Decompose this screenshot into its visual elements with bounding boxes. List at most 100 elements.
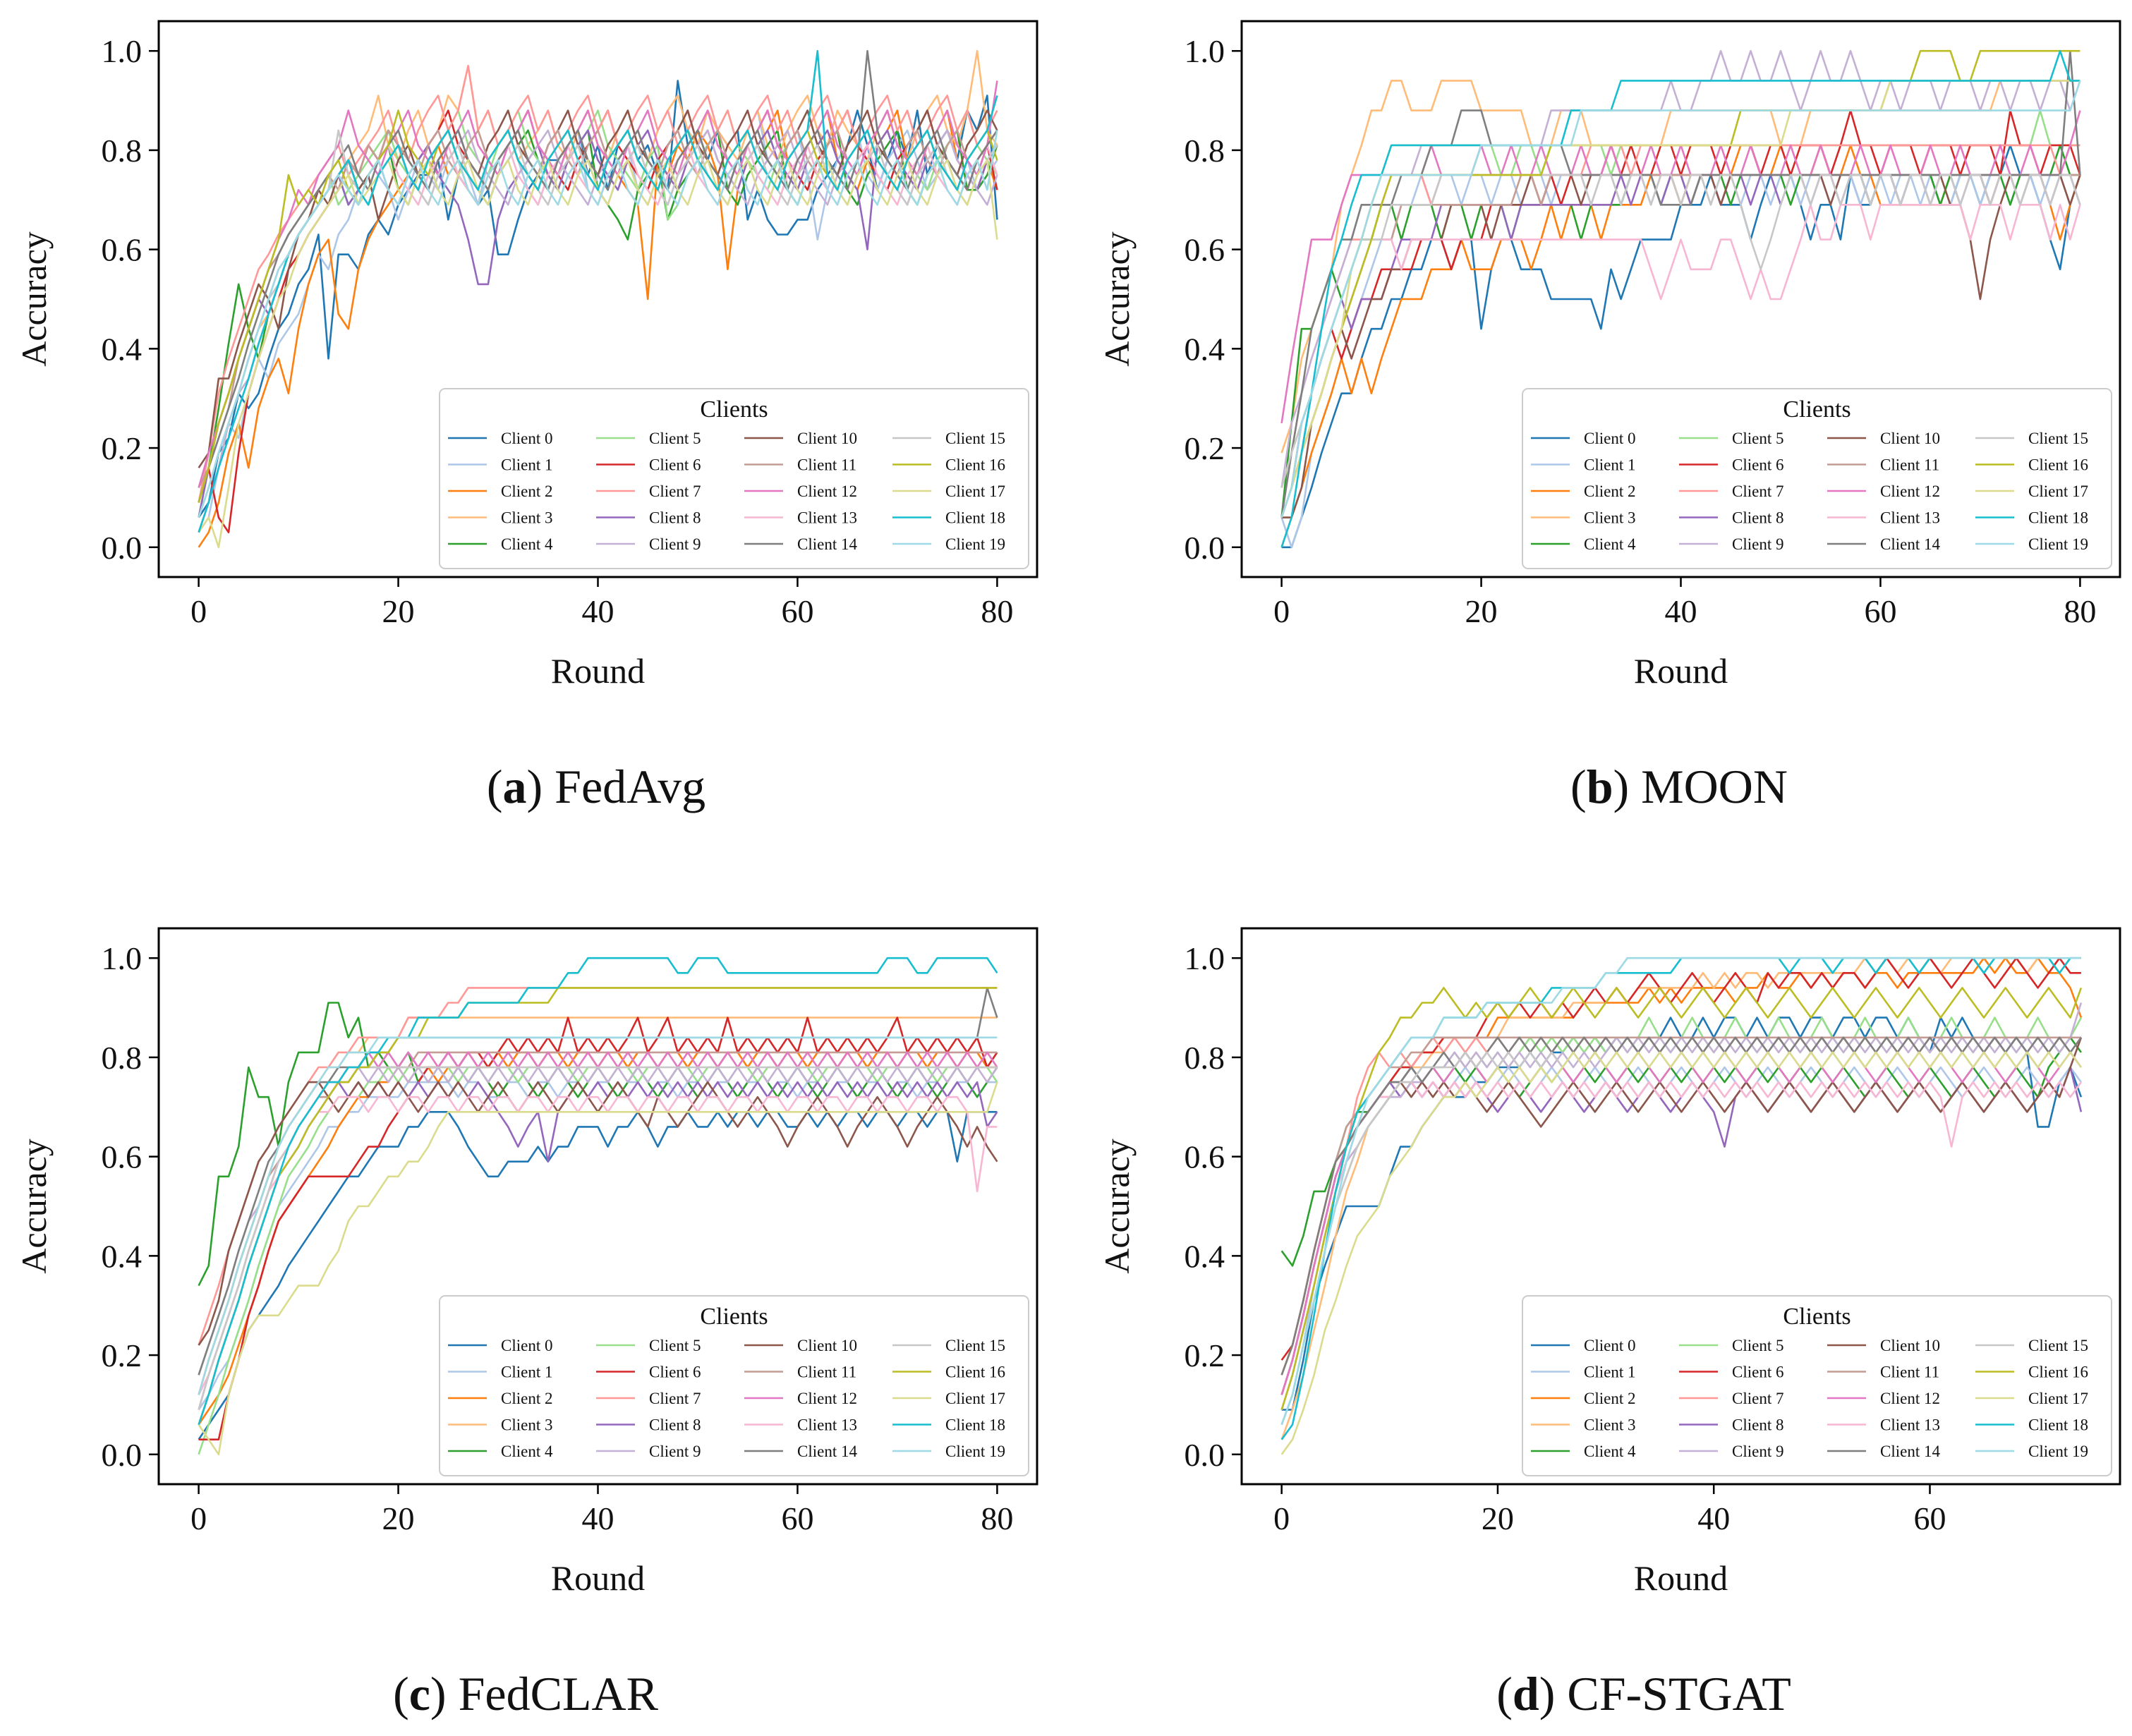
- panel-b-legend-entry: Client 8: [1679, 509, 1783, 527]
- panel-c-legend-entry: Client 6: [596, 1364, 701, 1381]
- panel-d-legend-entry: Client 14: [1827, 1443, 1940, 1460]
- panel-a-legend-entry: Client 9: [596, 535, 701, 553]
- panel-a-legend-label: Client 9: [649, 535, 701, 553]
- panel-c-legend-label: Client 7: [649, 1390, 701, 1407]
- panel-b-legend-label: Client 15: [2028, 430, 2088, 447]
- panel-a-y-tick-label: 1.0: [102, 33, 143, 69]
- panel-b-series-line: [1280, 49, 2080, 548]
- panel-b-legend-label: Client 14: [1880, 535, 1940, 553]
- panel-c-series-line: [198, 957, 998, 1426]
- panel-c-series-group: [198, 957, 998, 1456]
- panel-b-legend-entry: Client 1: [1531, 456, 1635, 474]
- panel-a-x-axis-label: Round: [551, 651, 645, 691]
- panel-d-series-line: [1280, 1051, 2082, 1455]
- panel-a-legend-entry: Client 16: [892, 456, 1005, 474]
- panel-a-legend-box: [439, 388, 1029, 569]
- panel-b-legend-entry: Client 9: [1679, 535, 1783, 553]
- panel-a-x-tick-label: 40: [582, 593, 614, 629]
- panel-d-legend-label: Client 5: [1732, 1337, 1783, 1354]
- panel-c-legend-entry: Client 15: [892, 1337, 1005, 1354]
- caption-a: (a) FedAvg: [487, 760, 705, 813]
- panel-d-legend-entry: Client 6: [1679, 1364, 1783, 1381]
- panel-c-legend-entry: Client 2: [448, 1390, 552, 1407]
- panel-d-legend-label: Client 13: [1880, 1416, 1940, 1434]
- panel-a-legend-entry: Client 14: [744, 535, 857, 553]
- panel-d-legend-entry: Client 11: [1827, 1364, 1939, 1381]
- panel-c-legend-entry: Client 3: [448, 1416, 552, 1434]
- panel-d-y-tick-label: 0.4: [1185, 1238, 1225, 1274]
- panel-b-series-line: [1280, 174, 2081, 488]
- panel-a-x-tick-label: 60: [781, 593, 813, 629]
- panel-a-legend: Clients Client 0 Client 1 Client 2 Client 3 C…: [439, 388, 1029, 569]
- panel-a-y-tick-label: 0.2: [102, 430, 143, 466]
- panel-b-legend-entry: Client 17: [1975, 482, 2088, 500]
- panel-a-legend-label: Client 4: [501, 535, 553, 553]
- panel-a-legend-label: Client 8: [649, 509, 701, 527]
- panel-d-legend-label: Client 8: [1732, 1416, 1783, 1434]
- panel-a-legend-label: Client 3: [501, 509, 552, 527]
- panel-d-legend-label: Client 16: [2028, 1364, 2088, 1381]
- panel-b-x-tick-label: 60: [1864, 593, 1896, 629]
- panel-a-y-tick-label: 0.8: [102, 133, 143, 169]
- panel-b-series-line: [1280, 80, 2081, 518]
- panel-d: 0 20 40 60 0.0 0.2 0.4 0.6 0.8 1.0 Round Accuracy Cl…: [1097, 927, 2121, 1598]
- panel-a-legend-entry: Client 10: [744, 430, 857, 447]
- panel-c-legend-label: Client 9: [649, 1443, 701, 1460]
- panel-d-legend-entry: Client 12: [1827, 1390, 1940, 1407]
- panel-b-series-line: [1280, 203, 2081, 518]
- panel-b-legend-label: Client 13: [1880, 509, 1940, 527]
- panel-c-legend-entry: Client 1: [448, 1364, 552, 1381]
- panel-b-legend-label: Client 1: [1584, 456, 1635, 474]
- panel-c-series-line: [198, 987, 998, 1426]
- panel-a-legend-label: Client 0: [501, 430, 552, 447]
- panel-c-x-tick-label: 60: [781, 1500, 813, 1536]
- panel-d-legend-entry: Client 1: [1531, 1364, 1635, 1381]
- panel-c: 0 20 40 60 80 0.0 0.2 0.4 0.6 0.8 1.0 Round Accuracy…: [14, 927, 1038, 1598]
- panel-c-legend-entry: Client 5: [596, 1337, 701, 1354]
- panel-d-legend-entry: Client 18: [1975, 1416, 2088, 1434]
- caption-d-letter: d: [1513, 1667, 1539, 1720]
- panel-b-y-tick-label: 1.0: [1185, 33, 1225, 69]
- panel-d-series-line: [1280, 1036, 2081, 1376]
- caption-b-letter: b: [1587, 760, 1613, 813]
- panel-d-y-tick-label: 0.2: [1185, 1337, 1225, 1373]
- panel-a-legend-entry: Client 1: [448, 456, 552, 474]
- panel-a-legend-entry: Client 15: [892, 430, 1005, 447]
- panel-c-legend-label: Client 17: [945, 1390, 1005, 1407]
- panel-c-legend-label: Client 2: [501, 1390, 552, 1407]
- panel-c-legend-title: Clients: [700, 1304, 768, 1330]
- panel-d-legend-entry: Client 16: [1975, 1364, 2088, 1381]
- panel-b-legend-label: Client 11: [1880, 456, 1939, 474]
- caption-b-title: MOON: [1641, 760, 1788, 813]
- panel-d-legend-entry: Client 5: [1679, 1337, 1783, 1354]
- panel-a-legend-label: Client 11: [797, 456, 856, 474]
- panel-a-y-tick-label: 0.4: [102, 331, 143, 367]
- panel-d-x-tick-label: 40: [1697, 1500, 1730, 1536]
- panel-c-legend-entry: Client 11: [744, 1364, 856, 1381]
- panel-a-series-line: [198, 80, 998, 488]
- panel-a-y-tick-label: 0.6: [102, 232, 143, 268]
- panel-a: 0 20 40 60 80 0.0 0.2 0.4 0.6 0.8 1.0 Round Accuracy…: [14, 20, 1038, 691]
- panel-c-legend-entry: Client 12: [744, 1390, 857, 1407]
- panel-a-legend-entry: Client 17: [892, 482, 1005, 500]
- panel-b-legend-label: Client 17: [2028, 482, 2088, 500]
- panel-d-legend-label: Client 15: [2028, 1337, 2088, 1354]
- panel-a-legend-label: Client 17: [945, 482, 1005, 500]
- panel-d-legend-entry: Client 17: [1975, 1390, 2088, 1407]
- panel-b-legend-label: Client 0: [1584, 430, 1635, 447]
- panel-d-legend-box: [1522, 1295, 2112, 1476]
- panel-a-x-tick-label: 80: [981, 593, 1013, 629]
- panel-d-legend-label: Client 2: [1584, 1390, 1635, 1407]
- panel-c-legend-label: Client 15: [945, 1337, 1005, 1354]
- panel-c-legend-entry: Client 13: [744, 1416, 857, 1434]
- panel-b-y-tick-label: 0.4: [1185, 331, 1225, 367]
- caption-d: (d) CF-STGAT: [1496, 1667, 1791, 1720]
- panel-c-y-tick-label: 1.0: [102, 940, 143, 976]
- panel-b-legend-label: Client 9: [1732, 535, 1783, 553]
- panel-b-y-tick-label: 0.6: [1185, 232, 1225, 268]
- panel-d-series-line: [1280, 987, 2083, 1410]
- panel-c-legend-label: Client 0: [501, 1337, 552, 1354]
- panel-d-series-line: [1280, 957, 2081, 1426]
- panel-b-legend-entry: Client 5: [1679, 430, 1783, 447]
- panel-c-legend-label: Client 13: [797, 1416, 857, 1434]
